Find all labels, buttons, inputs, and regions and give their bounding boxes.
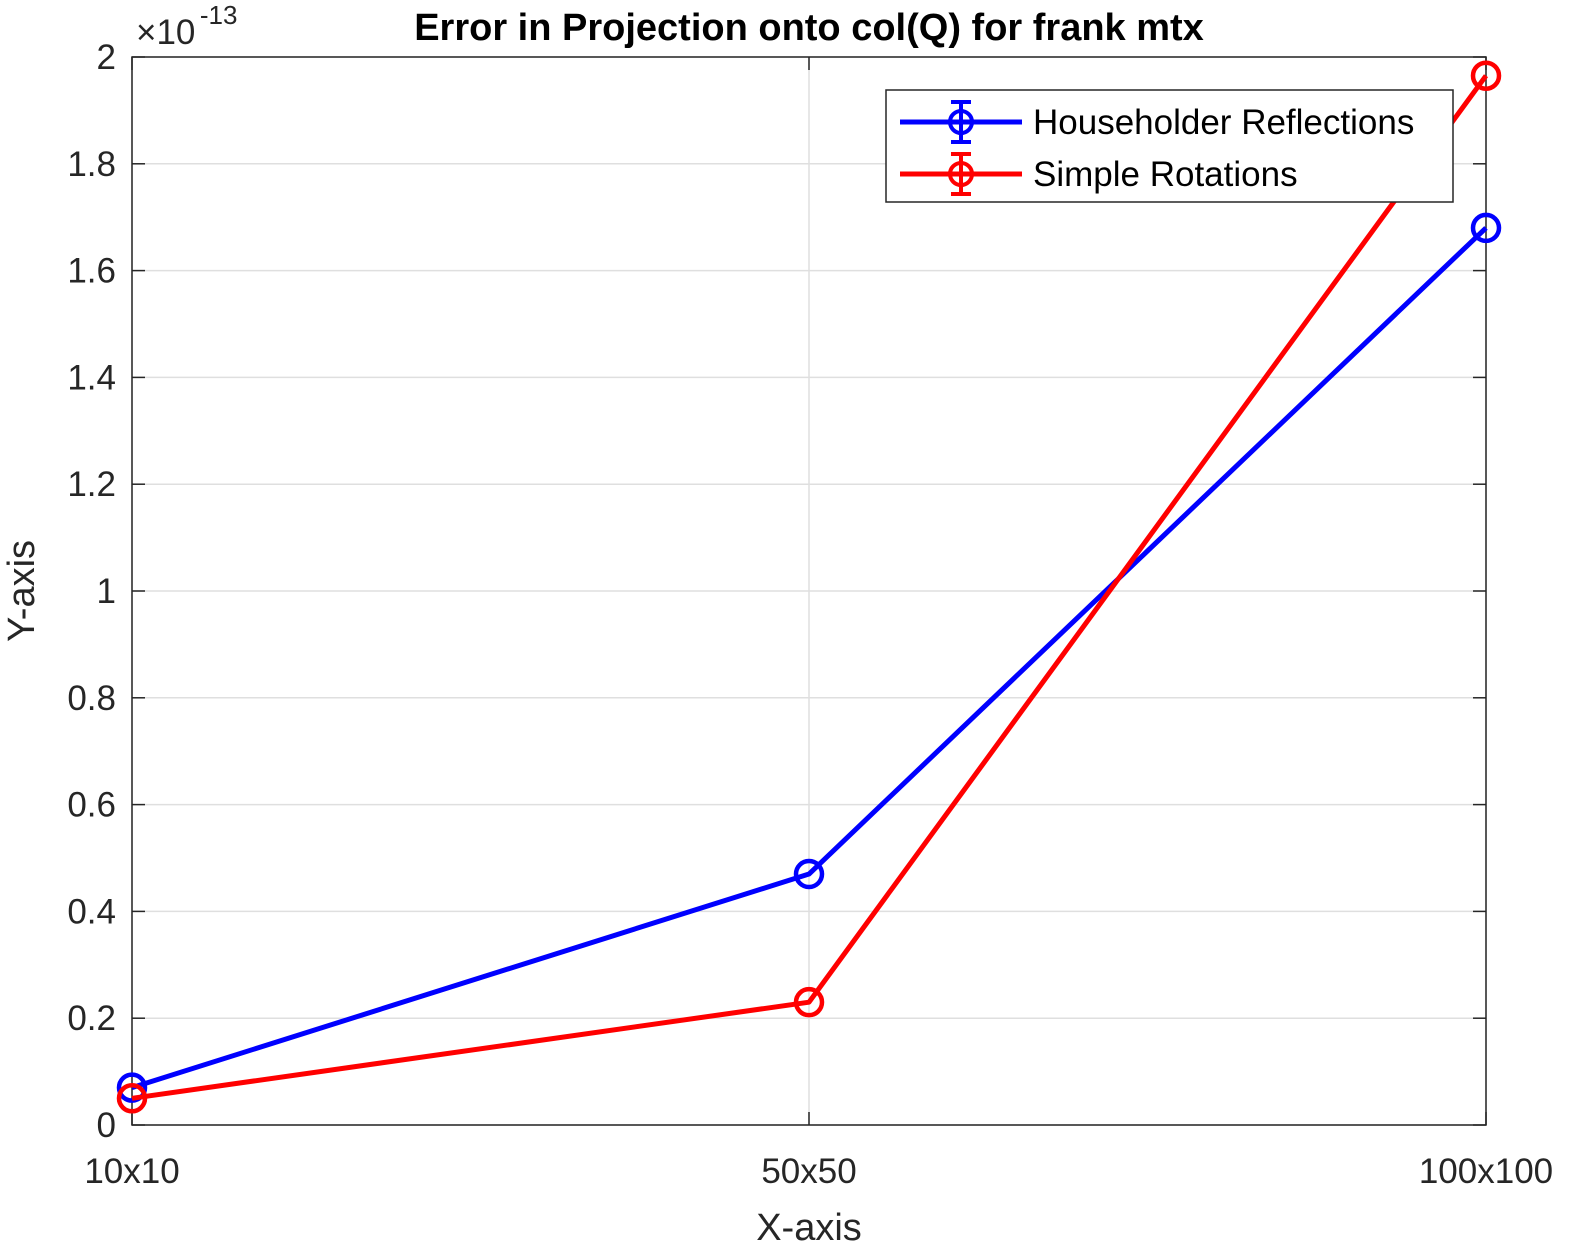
x-axis-label: X-axis [756, 1207, 862, 1249]
series-layer [116, 60, 1502, 1114]
y-ticks: 0 0.2 0.4 0.6 0.8 1 1.2 1.4 1.6 1.8 2 [67, 38, 1486, 1145]
legend-label: Simple Rotations [1033, 155, 1298, 194]
data-point [1470, 212, 1502, 244]
y-tick-label: 1.6 [67, 252, 116, 291]
legend-items: Householder Reflections Simple Rotations [900, 100, 1414, 196]
y-tick-label: 0.8 [67, 679, 116, 718]
y-tick-label: 1.2 [67, 465, 116, 504]
legend-marker [948, 161, 974, 187]
y-exponent-label: ×10 -13 [136, 0, 237, 52]
series-1 [116, 212, 1502, 1103]
y-tick-label: 2 [97, 38, 116, 77]
chart-title: Error in Projection onto col(Q) for fran… [414, 7, 1204, 49]
x-tick-label: 50x50 [761, 1152, 856, 1191]
y-tick-label: 1 [97, 572, 116, 611]
legend-box [885, 89, 1454, 203]
y-tick-label: 0.6 [67, 786, 116, 825]
y-tick-label: 0 [97, 1106, 116, 1145]
data-point [793, 986, 825, 1018]
data-point [116, 1072, 148, 1103]
x-tick-label: 10x10 [84, 1152, 179, 1191]
series-line [131, 226, 1488, 1091]
legend-marker [948, 109, 974, 135]
y-tick-label: 0.4 [67, 892, 116, 931]
x-tick-label: 100x100 [1419, 1152, 1553, 1191]
y-tick-label: 0.2 [67, 999, 116, 1038]
y-tick-label: 1.4 [67, 358, 116, 397]
data-point [1470, 60, 1502, 91]
y-axis-label: Y-axis [1, 540, 43, 642]
plot-frame [131, 56, 1487, 1126]
legend-item-2: Simple Rotations [900, 152, 1298, 196]
y-tick-label: 1.8 [67, 145, 116, 184]
legend: Householder Reflections Simple Rotations [885, 89, 1454, 203]
data-point [793, 858, 825, 890]
y-exponent-base: ×10 [136, 13, 195, 52]
series-2 [116, 60, 1502, 1114]
legend-label: Householder Reflections [1033, 103, 1414, 142]
x-ticks: 10x10 50x50 100x100 [84, 57, 1553, 1191]
series-line [131, 74, 1489, 1101]
data-point [116, 1083, 148, 1114]
legend-item-1: Householder Reflections [900, 100, 1414, 144]
y-exponent-power: -13 [200, 0, 238, 30]
